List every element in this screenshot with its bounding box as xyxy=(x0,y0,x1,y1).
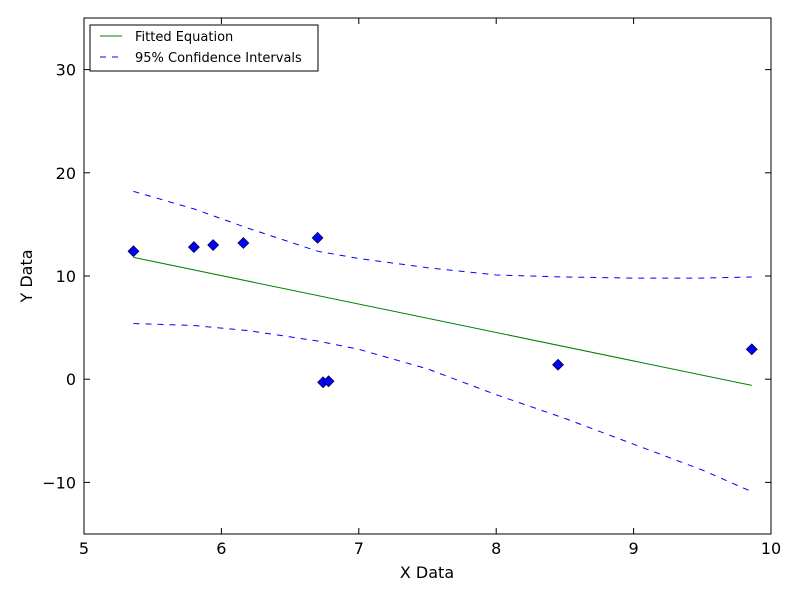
x-axis-label: X Data xyxy=(400,563,454,582)
x-tick-label-0: 5 xyxy=(79,539,89,558)
y-tick-label-3: 20 xyxy=(56,164,76,183)
legend-box xyxy=(89,24,319,72)
fitted-line xyxy=(133,256,752,386)
legend: Fitted Equation 95% Confidence Intervals xyxy=(89,24,319,72)
series-group xyxy=(127,190,758,493)
y-tick-label-4: 30 xyxy=(56,61,76,80)
y-tick-label-2: 10 xyxy=(56,267,76,286)
x-tick-label-4: 9 xyxy=(629,539,639,558)
y-tick-label-0: −10 xyxy=(42,473,76,492)
plot-layer xyxy=(127,190,758,493)
x-tick-label-5: 10 xyxy=(761,539,781,558)
data-point-3 xyxy=(237,237,250,249)
data-point-1 xyxy=(187,241,200,254)
y-axis-label: Y Data xyxy=(17,249,36,303)
axes-layer: 5 6 7 8 9 10 −10 0 10 20 30 xyxy=(42,17,781,558)
x-tick-label-1: 6 xyxy=(216,539,226,558)
data-point-6 xyxy=(322,375,335,388)
data-point-8 xyxy=(745,343,758,356)
x-tick-label-2: 7 xyxy=(354,539,364,558)
ci-lower-line xyxy=(133,323,753,493)
x-tick-label-3: 8 xyxy=(491,539,501,558)
data-point-0 xyxy=(127,245,140,258)
data-point-2 xyxy=(207,239,220,251)
legend-ci-label: 95% Confidence Intervals xyxy=(135,51,302,66)
data-point-4 xyxy=(311,231,324,244)
ci-upper-line xyxy=(133,190,752,279)
y-tick-label-1: 0 xyxy=(66,370,76,389)
legend-fitted-label: Fitted Equation xyxy=(135,30,233,45)
data-point-7 xyxy=(552,358,564,371)
